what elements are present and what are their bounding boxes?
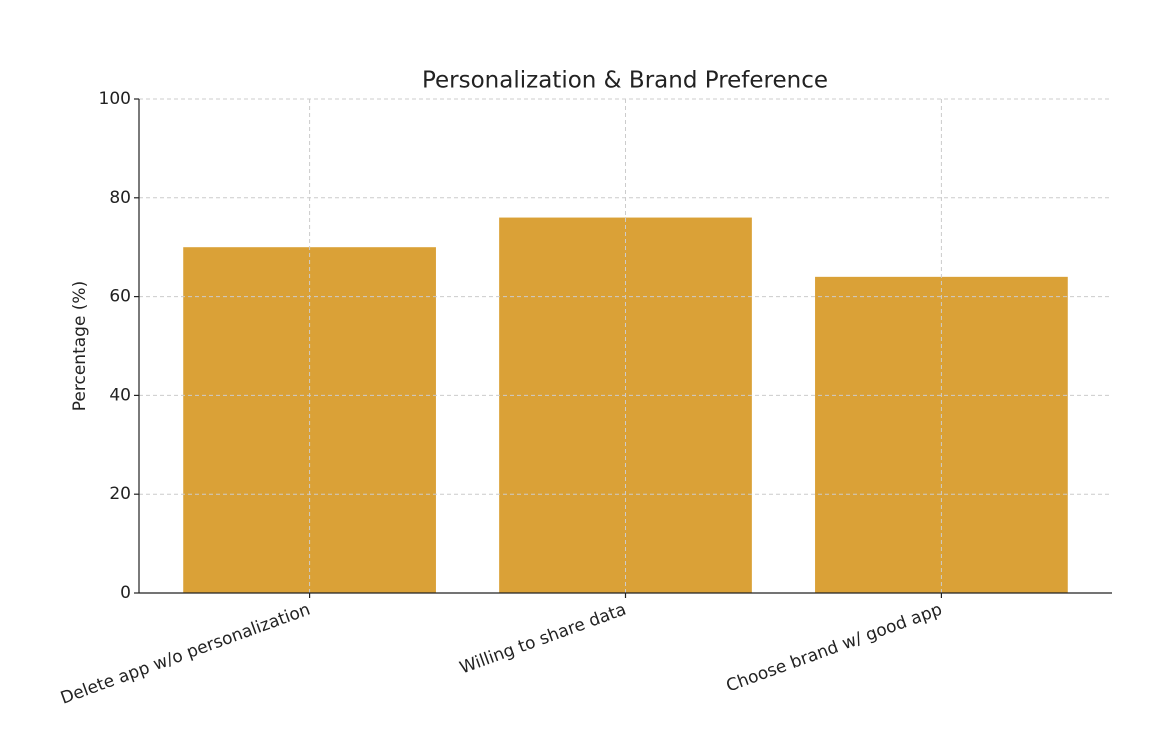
x-tick-label: Delete app w/o personalization xyxy=(58,600,313,709)
y-tick-label: 100 xyxy=(99,89,131,109)
chart-title: Personalization & Brand Preference xyxy=(422,68,828,94)
bar xyxy=(499,217,752,593)
y-tick-label: 80 xyxy=(109,188,131,208)
x-tick-label: Choose brand w/ good app xyxy=(724,600,945,697)
y-axis-label: Percentage (%) xyxy=(70,281,90,411)
y-tick-label: 20 xyxy=(109,484,131,504)
y-tick-label: 40 xyxy=(109,385,131,405)
y-tick-label: 60 xyxy=(109,287,131,307)
x-tick-label: Willing to share data xyxy=(457,600,629,679)
y-tick-label: 0 xyxy=(120,583,131,603)
